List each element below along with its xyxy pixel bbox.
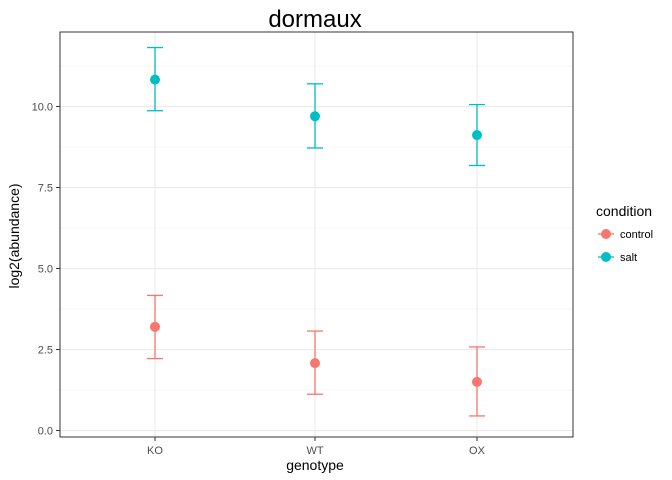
x-axis-title: genotype (286, 457, 344, 473)
data-point-control (472, 376, 482, 387)
data-point-control (150, 321, 160, 332)
data-point-salt (310, 111, 320, 122)
data-point-salt (150, 74, 160, 85)
legend-label: salt (620, 252, 637, 264)
legend-key-control (601, 229, 611, 239)
legend-label: control (620, 229, 653, 241)
x-tick-label: OX (469, 445, 486, 457)
plot-area: 0.0 2.5 5.0 7.5 10.0 KO WT OX (32, 31, 574, 457)
data-point-salt (472, 130, 482, 141)
y-tick-label: 0.0 (38, 426, 53, 438)
legend-key-salt (601, 252, 611, 262)
legend-title: condition (596, 203, 652, 219)
y-axis-title: log2(abundance) (6, 183, 22, 288)
y-tick-label: 7.5 (38, 183, 53, 195)
y-tick-label: 5.0 (38, 264, 53, 276)
panel-border (59, 31, 574, 438)
x-tick-label: KO (147, 445, 163, 457)
chart-title: dormaux (268, 6, 361, 33)
y-tick-label: 2.5 (38, 345, 53, 357)
x-tick-label: WT (306, 445, 323, 457)
legend: control salt (598, 229, 653, 264)
data-point-control (310, 358, 320, 369)
y-tick-label: 10.0 (32, 102, 53, 114)
